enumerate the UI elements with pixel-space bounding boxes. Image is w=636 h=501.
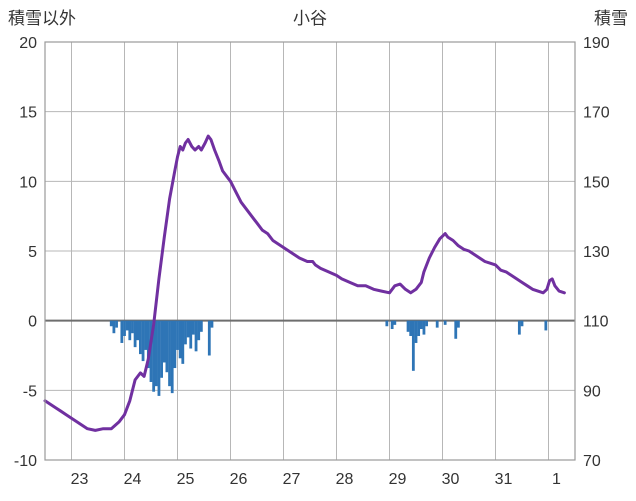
y-right-tick-70: 70: [583, 453, 601, 470]
x-tick-26: 26: [230, 471, 248, 488]
y-right-tick-110: 110: [583, 314, 609, 331]
y-right-tick-130: 130: [583, 244, 610, 261]
y-left-tick-5: 5: [28, 244, 37, 261]
plot-border: [44, 41, 576, 461]
x-tick-28: 28: [336, 471, 354, 488]
x-tick-31: 31: [495, 471, 513, 488]
y-left-tick-20: 20: [19, 35, 37, 52]
x-axis-tick-labels: 23 24 25 26 27 28 29 30 31 1: [71, 471, 561, 488]
y-right-tick-90: 90: [583, 383, 601, 400]
bar-series: [109, 320, 548, 396]
chart-title: 小谷: [293, 9, 327, 28]
y-left-tick--10: -10: [14, 453, 37, 470]
y-axis-left-tick-labels: -10 -5 0 5 10 15 20: [14, 35, 37, 470]
x-tick-1: 1: [552, 471, 561, 488]
x-tick-24: 24: [124, 471, 142, 488]
x-tick-30: 30: [442, 471, 460, 488]
y-right-tick-190: 190: [583, 35, 610, 52]
x-tick-25: 25: [177, 471, 195, 488]
left-axis-title: 積雪以外: [8, 9, 76, 28]
y-left-tick--5: -5: [23, 383, 37, 400]
y-axis-right-tick-labels: 70 90 110 130 150 170 190: [583, 35, 610, 470]
right-axis-title: 積雪: [594, 9, 628, 28]
y-left-tick-10: 10: [19, 174, 37, 191]
y-right-tick-150: 150: [583, 174, 610, 191]
x-tick-27: 27: [283, 471, 301, 488]
y-left-tick-15: 15: [19, 105, 37, 122]
x-tick-23: 23: [71, 471, 89, 488]
line-series: [43, 134, 566, 432]
y-right-tick-170: 170: [583, 105, 610, 122]
y-left-tick-0: 0: [28, 314, 37, 331]
x-tick-29: 29: [389, 471, 407, 488]
gridlines: [45, 41, 575, 461]
